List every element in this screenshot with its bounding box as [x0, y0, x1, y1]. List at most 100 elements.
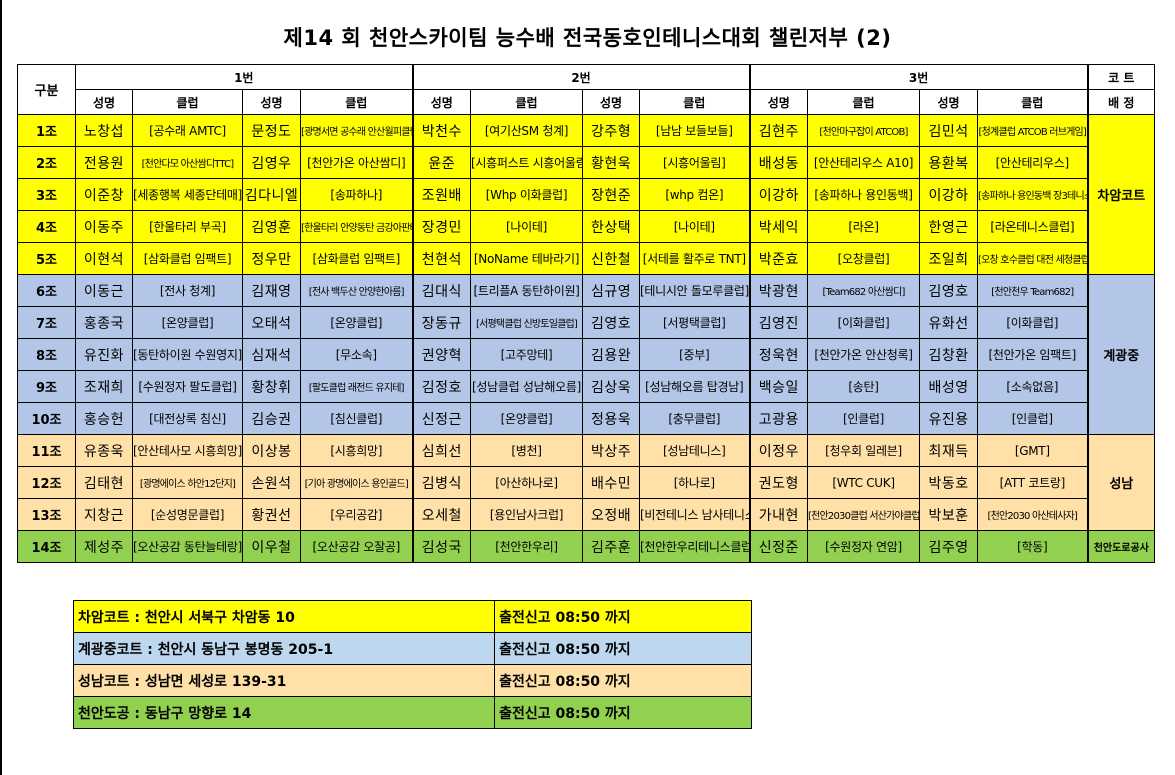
player-club: [청우회 일레븐] — [807, 434, 921, 467]
player-club: [소속없음] — [977, 370, 1089, 403]
player-club: [학동] — [977, 530, 1089, 563]
table-row: 8조 유진화 [동탄하이원 수원영지] 심재석 [무소속] 권양혁 [고주망테] 김용완 [중부… — [17, 338, 1155, 371]
player-name: 김영우 — [242, 146, 301, 179]
legend-row: 천안도공 : 동남구 망향로 14 출전신고 08:50 까지 — [72, 696, 752, 729]
player-club: [오산공감 오잘공] — [299, 530, 414, 563]
player-name: 가내현 — [749, 498, 809, 531]
player-name: 조원배 — [412, 178, 472, 211]
player-name: 김정호 — [412, 370, 472, 403]
player-club: [한울타리 안양동탄 금강아판테] — [299, 210, 414, 243]
player-name: 박천수 — [412, 114, 472, 147]
player-name: 고광용 — [749, 402, 809, 435]
player-club: [시흥희망] — [299, 434, 414, 467]
player-club: [삼화클럽 임팩트] — [299, 242, 414, 275]
player-name: 정우만 — [242, 242, 301, 275]
page-title: 제14 회 천안스카이팀 능수배 전국동호인테니스대회 챌린저부 (2) — [283, 26, 892, 50]
schedule-table: 구분 1번 2번 3번 코 트 성명 클럽 성명 클럽 성명 클럽 성명 클럽 … — [17, 64, 1156, 563]
player-name: 조재희 — [75, 370, 133, 403]
player-club: [무소속] — [299, 338, 414, 371]
player-club: [동탄하이원 수원영지] — [132, 338, 243, 371]
player-club: [오창 호수클럽 대전 세청클럽] — [977, 242, 1089, 275]
group-label: 7조 — [17, 306, 76, 339]
header-gubun: 구분 — [17, 64, 76, 115]
header-name: 성명 — [412, 89, 472, 115]
player-club: [우리공감] — [299, 498, 414, 531]
table-row: 12조 김태현 [광명에이스 하안12단지] 손원석 [기아 광명에이스 용인골드] 김병… — [17, 466, 1155, 499]
player-club: [병천] — [470, 434, 584, 467]
player-club: [삼화클럽 임팩트] — [132, 242, 243, 275]
player-name: 김재영 — [242, 274, 301, 307]
player-name: 강주형 — [582, 114, 641, 147]
player-name: 이현석 — [75, 242, 133, 275]
player-club: [송탄] — [807, 370, 921, 403]
table-row: 2조 전용원 [천안다모 아산쌈디TTC] 김영우 [천안가온 아산쌈디] 윤준 [시흥퍼스… — [17, 146, 1155, 179]
player-club: [안산테사모 시흥희망] — [132, 434, 243, 467]
player-name: 김용완 — [582, 338, 641, 371]
player-club: [서평택클럽 신방토일클럽] — [470, 306, 584, 339]
table-row: 1조 노창섭 [공수래 AMTC] 문정도 [광명서면 공수래 안산월피클럽] 박천수 [여… — [17, 114, 1156, 275]
legend-row: 계광중코트 : 천안시 동남구 봉명동 205-1 출전신고 08:50 까지 — [72, 632, 752, 665]
header-club: 클럽 — [639, 89, 751, 115]
header-group-1: 1번 — [74, 64, 414, 90]
player-name: 장경민 — [412, 210, 472, 243]
player-name: 심희선 — [412, 434, 472, 467]
header-club: 클럽 — [807, 89, 921, 115]
player-name: 제성주 — [75, 530, 133, 563]
player-name: 김승권 — [242, 402, 301, 435]
player-club: [나이테] — [470, 210, 584, 243]
table-row: 13조 지창근 [순성명문클럽] 황권선 [우리공감] 오세철 [용인남사크럽] 오정배 [비전… — [17, 498, 1155, 531]
player-name: 김영호 — [582, 306, 641, 339]
court-assignment: 성남 — [1087, 434, 1156, 531]
player-name: 박준효 — [749, 242, 809, 275]
player-club: [안산테리우스] — [977, 146, 1089, 179]
header-court-bottom: 배 정 — [1087, 89, 1156, 115]
player-club: [온양클럽] — [299, 306, 414, 339]
player-name: 김창환 — [919, 338, 979, 371]
legend-row: 성남코트 : 성남면 세성로 139-31 출전신고 08:50 까지 — [72, 664, 752, 697]
table-row: 10조 홍승헌 [대전상록 침신] 김승권 [침신클럽] 신정근 [온양클럽] 정용욱 [충무클… — [17, 402, 1155, 435]
table-row: 5조 이현석 [삼화클럽 임팩트] 정우만 [삼화클럽 임팩트] 천현석 [NoName 테… — [17, 242, 1155, 275]
player-name: 오정배 — [582, 498, 641, 531]
group-label: 5조 — [17, 242, 76, 275]
player-club: [송파하나 용인동백 장3테니스] — [977, 178, 1089, 211]
player-club: [NoName 테바라기] — [470, 242, 584, 275]
player-club: [안산테리우스 A10] — [807, 146, 921, 179]
player-club: [온양클럽] — [132, 306, 243, 339]
player-club: [whp 컴온] — [639, 178, 751, 211]
player-club: [성남클럽 성남해오름] — [470, 370, 584, 403]
group-label: 2조 — [17, 146, 76, 179]
player-name: 박광현 — [749, 274, 809, 307]
player-club: [충무클럽] — [639, 402, 751, 435]
player-club: [테니시안 돌모루클럽] — [639, 274, 751, 307]
header-name: 성명 — [749, 89, 809, 115]
group-label: 6조 — [17, 274, 76, 307]
group-label: 12조 — [17, 466, 76, 499]
player-club: [기아 광명에이스 용인골드] — [299, 466, 414, 499]
player-club: [서테를 활주로 TNT] — [639, 242, 751, 275]
player-club: [온양클럽] — [470, 402, 584, 435]
player-name: 홍종국 — [75, 306, 133, 339]
player-name: 손원석 — [242, 466, 301, 499]
player-name: 박세익 — [749, 210, 809, 243]
player-club: [천안가온 안산청록] — [807, 338, 921, 371]
player-name: 김상욱 — [582, 370, 641, 403]
player-club: [고주망테] — [470, 338, 584, 371]
header-club: 클럽 — [132, 89, 243, 115]
player-club: [비전테니스 남사테니스] — [639, 498, 751, 531]
player-name: 신한철 — [582, 242, 641, 275]
player-name: 오세철 — [412, 498, 472, 531]
player-name: 노창섭 — [75, 114, 133, 147]
player-name: 박보훈 — [919, 498, 979, 531]
player-name: 배성영 — [919, 370, 979, 403]
player-name: 장현준 — [582, 178, 641, 211]
player-club: [천안2030클럽 서산가야클럽] — [807, 498, 921, 531]
player-club: [천안천우 Team682] — [977, 274, 1089, 307]
table-row: 3조 이준창 [세종행복 세종단테매] 김다니엘 [송파하나] 조원배 [Whp 이화클럽]… — [17, 178, 1155, 211]
court-address: 계광중코트 : 천안시 동남구 봉명동 205-1 — [72, 632, 496, 665]
player-name: 황창휘 — [242, 370, 301, 403]
player-club: [남남 보들보들] — [639, 114, 751, 147]
table-row: 14조 제성주 [오산공감 동탄늘테랑] 이우철 [오산공감 오잘공] 김성국 [천안한우리… — [17, 530, 1156, 563]
player-name: 정용욱 — [582, 402, 641, 435]
player-club: [Whp 이화클럽] — [470, 178, 584, 211]
checkin-time: 출전신고 08:50 까지 — [494, 632, 752, 665]
